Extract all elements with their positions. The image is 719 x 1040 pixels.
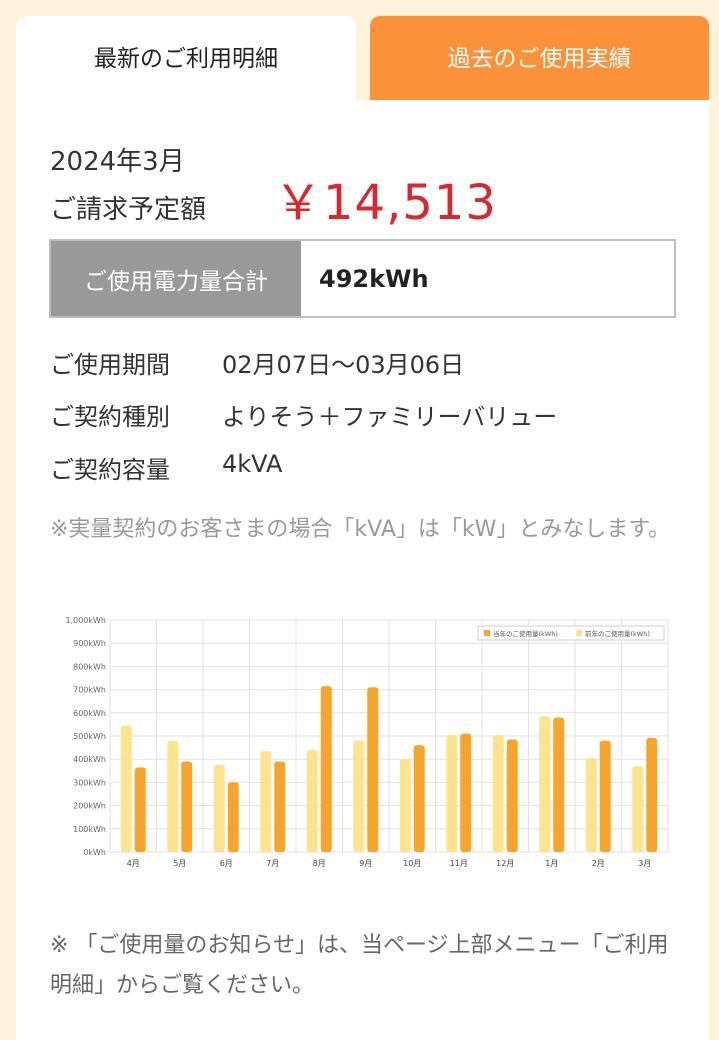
x-tick-label: 6月 [220, 859, 233, 868]
bar-current-year [134, 767, 146, 852]
x-tick-label: 8月 [313, 859, 326, 868]
bar-previous-year [353, 740, 365, 852]
tab-latest-statement[interactable]: 最新のご利用明細 [16, 16, 356, 105]
bar-previous-year [213, 765, 225, 852]
bill-amount-label: ご請求予定額 [50, 195, 207, 225]
total-usage-label: ご使用電力量合計 [51, 241, 301, 316]
bar-current-year [320, 686, 332, 852]
bar-previous-year [260, 751, 272, 852]
x-tick-label: 5月 [173, 859, 186, 868]
total-usage-box: ご使用電力量合計 492kWh [49, 239, 676, 318]
kva-note: ※実量契約のお客さまの場合「kVA」は「kW」とみなします。 [50, 517, 671, 542]
x-tick-label: 9月 [359, 859, 372, 868]
y-tick-label: 300kWh [73, 778, 106, 787]
legend-label: 前年のご使用量(kWh) [585, 629, 650, 638]
tab-usage-history[interactable]: 過去のご使用実績 [370, 16, 709, 100]
usage-period-label: ご使用期間 [50, 351, 170, 379]
bar-current-year [367, 687, 379, 852]
y-tick-label: 100kWh [73, 825, 106, 834]
x-tick-label: 7月 [266, 859, 279, 868]
y-tick-label: 200kWh [73, 802, 106, 811]
x-tick-label: 4月 [127, 859, 140, 868]
y-tick-label: 500kWh [73, 732, 106, 741]
bar-previous-year [585, 758, 597, 852]
bar-current-year [506, 739, 518, 852]
legend-swatch [576, 630, 582, 636]
bar-previous-year [306, 749, 318, 852]
x-tick-label: 1月 [545, 859, 558, 868]
y-tick-label: 700kWh [73, 686, 106, 695]
bar-current-year [460, 733, 472, 852]
bar-current-year [274, 761, 286, 852]
y-tick-label: 800kWh [73, 662, 106, 671]
bar-previous-year [446, 734, 458, 852]
bar-previous-year [539, 716, 551, 852]
y-tick-label: 1,000kWh [65, 616, 106, 625]
bar-current-year [553, 717, 565, 852]
bar-current-year [181, 761, 193, 852]
bill-amount: ￥14,513 [274, 175, 497, 231]
legend-box [477, 625, 665, 641]
bar-current-year [646, 737, 658, 852]
usage-notice-note: ※ 「ご使用量のお知らせ」は、当ページ上部メニュー「ご利用明細」からご覧ください… [50, 933, 669, 998]
x-tick-label: 11月 [450, 859, 468, 868]
contract-plan-row: ご契約種別 よりそう＋ファミリーバリュー [50, 397, 557, 432]
tab-history-label: 過去のご使用実績 [447, 46, 632, 72]
bar-previous-year [120, 725, 132, 852]
x-tick-label: 10月 [403, 859, 421, 868]
x-tick-label: 3月 [638, 859, 651, 868]
contract-capacity-value: 4kVA [222, 450, 283, 478]
contract-capacity-label: ご契約容量 [50, 456, 170, 484]
y-tick-label: 900kWh [73, 639, 106, 648]
total-usage-value: 492kWh [319, 264, 429, 293]
billing-month: 2024年3月 [50, 147, 185, 177]
tab-latest-label: 最新のご利用明細 [60, 44, 312, 105]
contract-plan-label: ご契約種別 [50, 403, 170, 431]
usage-period-row: ご使用期間 02月07日～03月06日 [50, 345, 464, 380]
bar-current-year [227, 782, 239, 852]
legend-swatch [484, 630, 490, 636]
x-tick-label: 2月 [592, 859, 605, 868]
bar-previous-year [492, 734, 504, 852]
usage-bar-chart: 0kWh 100kWh 200kWh 300kWh 400kWh 500kWh 600kWh… [65, 616, 669, 868]
bar-previous-year [167, 740, 179, 852]
bar-current-year [413, 745, 425, 852]
contract-plan-value: よりそう＋ファミリーバリュー [222, 403, 558, 431]
bar-previous-year [399, 759, 411, 852]
bar-current-year [599, 740, 611, 852]
y-tick-label: 0kWh [83, 848, 106, 857]
y-tick-label: 400kWh [73, 755, 106, 764]
y-tick-label: 600kWh [73, 709, 106, 718]
bar-previous-year [632, 766, 644, 852]
contract-capacity-row: ご契約容量 4kVA [50, 450, 282, 485]
legend-label: 当年のご使用量(kWh) [493, 629, 558, 638]
x-tick-label: 12月 [496, 859, 514, 868]
usage-period-value: 02月07日～03月06日 [222, 351, 465, 379]
